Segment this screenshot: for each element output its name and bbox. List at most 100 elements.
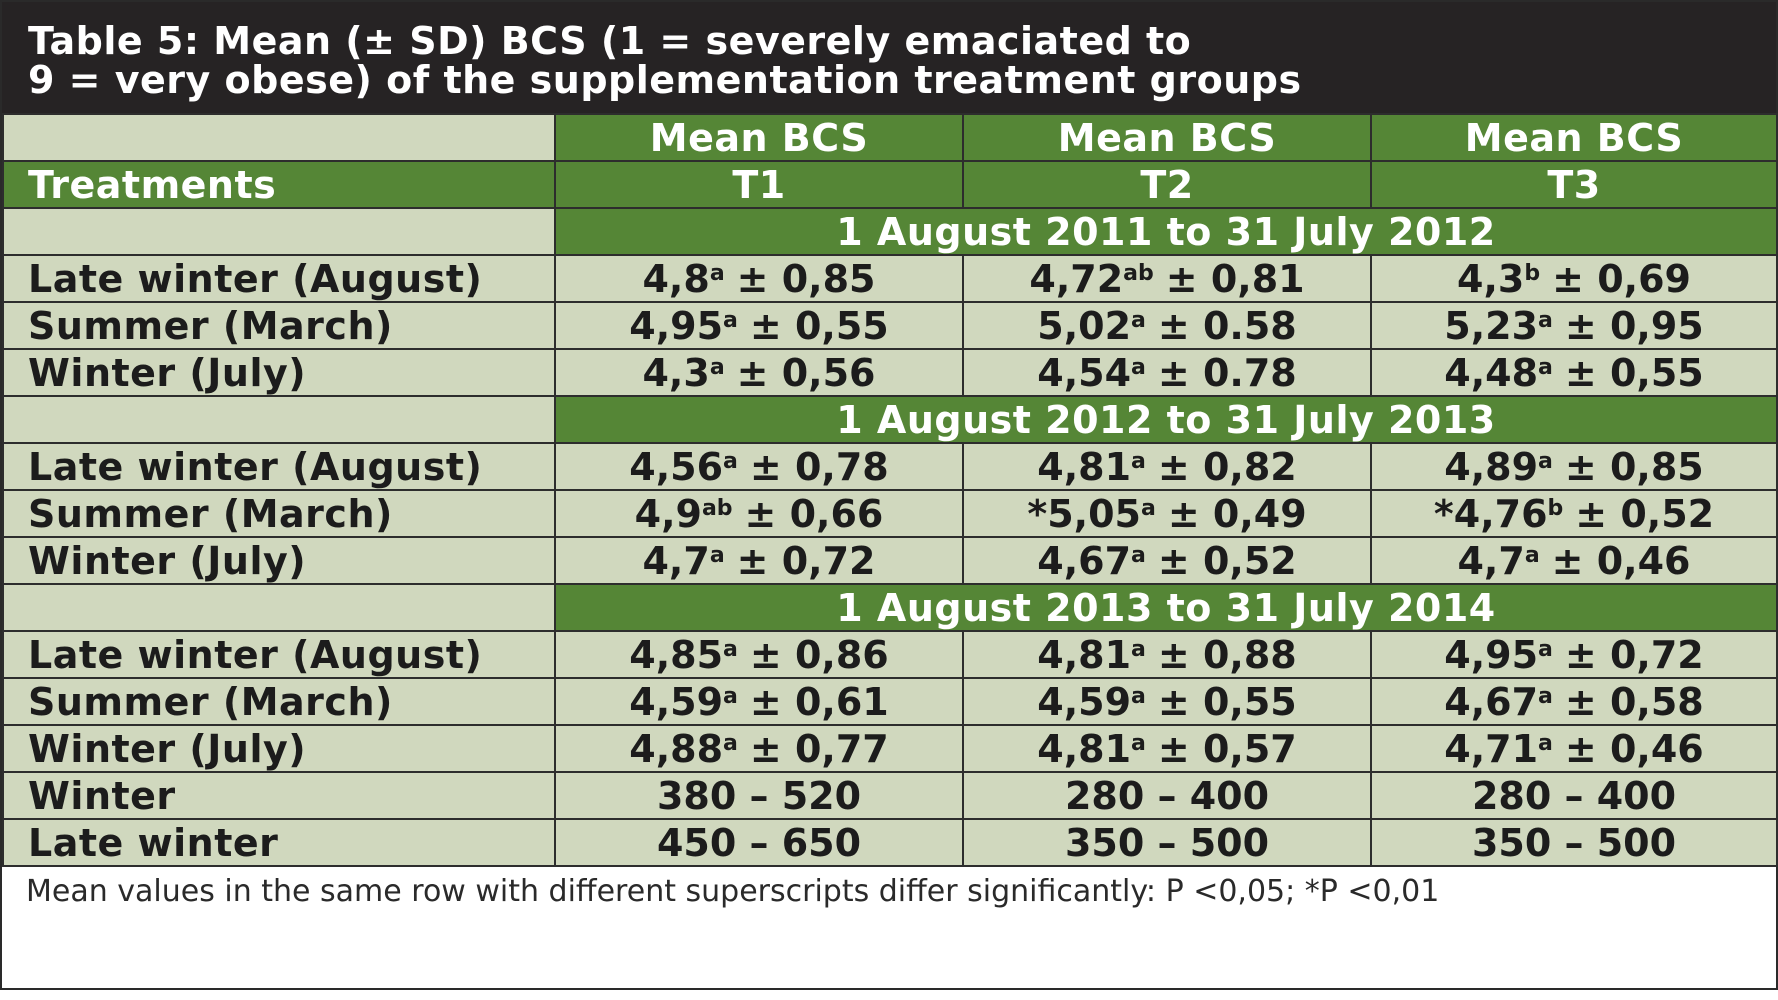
- superscript-letter: a: [1131, 448, 1146, 474]
- range-cell-t2: 350 – 500: [962, 818, 1372, 867]
- value-cell-t3: 4,95a ± 0,72: [1370, 630, 1778, 679]
- superscript-letter: a: [1538, 636, 1553, 662]
- mean-value: 4,67: [1037, 538, 1132, 583]
- sd-value: ± 0,57: [1157, 726, 1297, 771]
- value-cell-t3: 4,7a ± 0,46: [1370, 536, 1778, 585]
- row-label: Late winter (August): [2, 442, 556, 491]
- period-row: 1 August 2011 to 31 July 2012: [2, 207, 1778, 256]
- title-line-2: 9 = very obese) of the supplementation t…: [28, 58, 1302, 102]
- superscript-letter: a: [1131, 307, 1146, 333]
- mean-value: 4,95: [1444, 632, 1539, 677]
- value-cell-t2: 4,81a ± 0,57: [962, 724, 1372, 773]
- table-row: Late winter (August) 4,85a ± 0,86 4,81 a ± 0,…: [2, 630, 1778, 679]
- period-empty-cell: [2, 583, 556, 632]
- value-cell-t2: 4,81a ± 0,82: [962, 442, 1372, 491]
- table-row: Summer (March) 4,95a ± 0,55 5,02a ± 0.58 5,23…: [2, 301, 1778, 350]
- row-label: Summer (March): [2, 301, 556, 350]
- sd-value: ± 0,66: [744, 491, 884, 536]
- mean-value: 4,54: [1037, 350, 1132, 395]
- mean-value: 4,59: [629, 679, 724, 724]
- value-cell-t1: 4,56a ± 0,78: [554, 442, 964, 491]
- mean-value: 4,3: [1457, 256, 1525, 301]
- value-cell-t2: *5,05a ± 0,49: [962, 489, 1372, 538]
- value-cell-t3: 5,23a ± 0,95: [1370, 301, 1778, 350]
- mean-value: 4,76: [1453, 491, 1548, 536]
- header-row-1: Mean BCS Mean BCS Mean BCS: [2, 113, 1778, 162]
- superscript-letter: b: [1524, 260, 1541, 286]
- row-label: Late winter (August): [2, 254, 556, 303]
- sd-value: ± 0,61: [749, 679, 889, 724]
- table-footnote: Mean values in the same row with differe…: [2, 867, 1776, 917]
- sd-value: ± 0,52: [1575, 491, 1715, 536]
- superscript-letter: a: [1524, 542, 1540, 568]
- row-label: Late winter: [2, 818, 556, 867]
- sd-value: ± 0.58: [1157, 303, 1297, 348]
- value-cell-t1: 4,3a ± 0,56: [554, 348, 964, 397]
- table-row: Winter (July) 4,7a ± 0,72 4,67a ± 0,52 4,7a ± …: [2, 536, 1778, 585]
- header-t2: T2: [962, 160, 1372, 209]
- header-mean-bcs-t1: Mean BCS: [554, 113, 964, 162]
- sd-value: ± 0.78: [1157, 350, 1297, 395]
- range-cell-t3: 350 – 500: [1370, 818, 1778, 867]
- header-row-2: Treatments T1 T2 T3: [2, 160, 1778, 209]
- mean-value: 4,72: [1029, 256, 1124, 301]
- value-cell-t1: 4,85a ± 0,86: [554, 630, 964, 679]
- superscript-letter: a: [1131, 730, 1146, 756]
- table-row: Late winter 450 – 650 350 – 500 350 – 500: [2, 818, 1778, 867]
- value-cell-t1: 4,9ab ± 0,66: [554, 489, 964, 538]
- superscript-letter: ab: [1123, 260, 1154, 286]
- sd-value: ± 0,85: [736, 256, 876, 301]
- row-label: Late winter (August): [2, 630, 556, 679]
- superscript-letter: a: [1131, 542, 1146, 568]
- superscript-letter: a: [1538, 307, 1553, 333]
- table-row: Winter 380 – 520 280 – 400 280 – 400: [2, 771, 1778, 820]
- value-cell-t1: 4,59a ± 0,61: [554, 677, 964, 726]
- period-label: 1 August 2012 to 31 July 2013: [554, 395, 1778, 444]
- superscript-letter: a: [723, 448, 738, 474]
- title-line-1: Table 5: Mean (± SD) BCS (1 = severely e…: [28, 19, 1192, 63]
- value-cell-t1: 4,7a ± 0,72: [554, 536, 964, 585]
- mean-value: 4,81: [1037, 726, 1132, 771]
- table-row: Winter (July) 4,3a ± 0,56 4,54a ± 0.78 4,48a ±…: [2, 348, 1778, 397]
- mean-value: 4,81: [1037, 632, 1132, 677]
- value-cell-t2: 5,02a ± 0.58: [962, 301, 1372, 350]
- mean-value: 5,05: [1047, 491, 1141, 536]
- period-empty-cell: [2, 207, 556, 256]
- mean-value: 4,9: [634, 491, 702, 536]
- sd-value: ± 0,52: [1157, 538, 1297, 583]
- table-title: Table 5: Mean (± SD) BCS (1 = severely e…: [2, 2, 1776, 113]
- superscript-letter: ab: [701, 495, 733, 521]
- superscript-letter: a: [1131, 683, 1146, 709]
- superscript-letter: a: [723, 683, 738, 709]
- period-empty-cell: [2, 395, 556, 444]
- range-cell-t3: 280 – 400: [1370, 771, 1778, 820]
- row-label: Winter (July): [2, 348, 556, 397]
- value-cell-t3: 4,3b ± 0,69: [1370, 254, 1778, 303]
- mean-value: 5,02: [1037, 303, 1132, 348]
- header-t1: T1: [554, 160, 964, 209]
- mean-value: 4,67: [1444, 679, 1539, 724]
- bcs-table: Mean BCS Mean BCS Mean BCS Treatments T1…: [2, 113, 1778, 867]
- row-label: Winter: [2, 771, 556, 820]
- mean-value: 4,48: [1444, 350, 1539, 395]
- header-mean-bcs-t3: Mean BCS: [1370, 113, 1778, 162]
- significance-marker: *: [1027, 491, 1048, 536]
- table-body: Mean BCS Mean BCS Mean BCS Treatments T1…: [2, 113, 1778, 867]
- sd-value: ± 0,69: [1552, 256, 1691, 301]
- sd-value: ± 0,88: [1157, 632, 1297, 677]
- table-row: Late winter (August) 4,8a ± 0,85 4,72ab ± 0,…: [2, 254, 1778, 303]
- value-cell-t2: 4,59a ± 0,55: [962, 677, 1372, 726]
- sd-value: ± 0,56: [736, 350, 876, 395]
- sd-value: ± 0,77: [749, 726, 889, 771]
- range-cell-t1: 380 – 520: [554, 771, 964, 820]
- table-row: Summer (March) 4,9ab ± 0,66 *5,05a ± 0,49 *4,…: [2, 489, 1778, 538]
- table-row: Summer (March) 4,59a ± 0,61 4,59a ± 0,55 4,67…: [2, 677, 1778, 726]
- superscript-letter: a: [723, 636, 738, 662]
- mean-value: 4,81: [1037, 444, 1132, 489]
- value-cell-t2: 4,54a ± 0.78: [962, 348, 1372, 397]
- sd-value: ± 0,46: [1551, 538, 1691, 583]
- mean-value: 4,88: [629, 726, 724, 771]
- value-cell-t3: 4,48a ± 0,55: [1370, 348, 1778, 397]
- value-cell-t2: 4,72ab ± 0,81: [962, 254, 1372, 303]
- value-cell-t1: 4,88a ± 0,77: [554, 724, 964, 773]
